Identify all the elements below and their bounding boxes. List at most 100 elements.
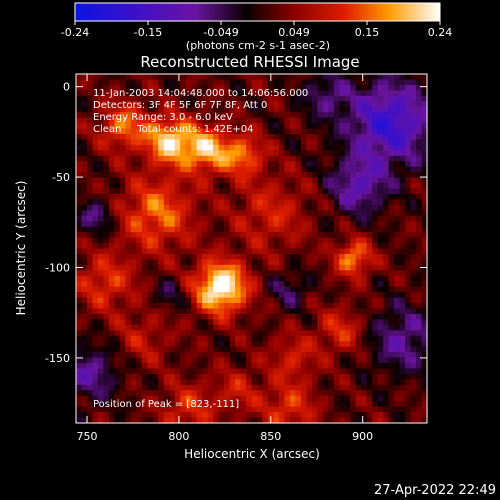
heatmap-cell: [344, 303, 351, 310]
heatmap-cell: [213, 123, 220, 130]
heatmap-cell: [81, 90, 88, 97]
heatmap-cell: [377, 286, 384, 293]
heatmap-cell: [81, 330, 88, 337]
heatmap-cell: [322, 193, 329, 201]
heatmap-cell: [377, 292, 384, 299]
heatmap-cell: [251, 215, 258, 222]
heatmap-cell: [377, 319, 384, 326]
heatmap-cell: [185, 368, 192, 375]
heatmap-cell: [262, 199, 269, 206]
heatmap-cell: [410, 297, 417, 304]
heatmap-cell: [97, 324, 105, 331]
heatmap-cell: [196, 281, 203, 288]
heatmap-cell: [311, 346, 318, 353]
heatmap-cell: [76, 123, 83, 130]
heatmap-cell: [174, 357, 181, 364]
heatmap-cell: [213, 177, 220, 184]
heatmap-cell: [361, 259, 368, 266]
heatmap-cell: [251, 74, 258, 81]
heatmap-cell: [350, 264, 357, 271]
heatmap-cell: [410, 117, 417, 124]
heatmap-cell: [141, 188, 148, 195]
heatmap-cell: [267, 112, 275, 119]
heatmap-cell: [158, 308, 165, 315]
heatmap-cell: [289, 215, 296, 222]
heatmap-cell: [207, 264, 214, 271]
heatmap-cell: [273, 357, 280, 364]
heatmap-cell: [152, 95, 159, 102]
heatmap-cell: [344, 177, 351, 184]
heatmap-cell: [224, 128, 231, 135]
heatmap-cell: [317, 139, 324, 146]
heatmap-cell: [361, 384, 368, 391]
colorbar-tick-label: 0.049: [278, 26, 310, 39]
heatmap-cell: [86, 221, 94, 228]
heatmap-cell: [278, 270, 285, 277]
heatmap-cell: [235, 292, 242, 299]
heatmap-cell: [180, 373, 187, 380]
heatmap-cell: [224, 363, 231, 370]
heatmap-cell: [317, 204, 324, 211]
heatmap-cell: [405, 363, 412, 370]
heatmap-cell: [76, 101, 83, 108]
heatmap-cell: [383, 144, 390, 151]
heatmap-cell: [339, 379, 346, 386]
heatmap-cell: [372, 297, 379, 304]
heatmap-cell: [114, 172, 121, 179]
heatmap-cell: [246, 166, 253, 173]
heatmap-cell: [322, 204, 329, 211]
heatmap-cell: [383, 412, 390, 419]
heatmap-cell: [97, 373, 105, 380]
heatmap-cell: [405, 133, 412, 141]
heatmap-cell: [202, 401, 209, 408]
heatmap-cell: [130, 341, 137, 348]
heatmap-cell: [311, 84, 318, 91]
heatmap-cell: [191, 319, 198, 326]
heatmap-cell: [81, 117, 88, 124]
heatmap-cell: [361, 117, 368, 124]
heatmap-cell: [76, 335, 83, 342]
heatmap-cell: [295, 401, 302, 408]
heatmap-cell: [191, 303, 198, 310]
heatmap-cell: [394, 335, 401, 342]
heatmap-cell: [416, 297, 423, 304]
heatmap-cell: [388, 253, 395, 260]
heatmap-cell: [289, 106, 296, 113]
heatmap-cell: [251, 123, 258, 130]
heatmap-cell: [136, 123, 143, 130]
heatmap-cell: [180, 259, 187, 266]
heatmap-cell: [317, 144, 324, 151]
heatmap-cell: [229, 84, 236, 91]
heatmap-cell: [141, 155, 148, 162]
heatmap-cell: [251, 237, 258, 244]
heatmap-cell: [251, 144, 258, 151]
heatmap-cell: [284, 128, 291, 135]
heatmap-cell: [355, 341, 362, 348]
heatmap-cell: [136, 308, 143, 315]
heatmap-cell: [76, 204, 83, 211]
heatmap-cell: [174, 117, 181, 124]
heatmap-cell: [108, 172, 115, 179]
heatmap-cell: [97, 79, 105, 86]
heatmap-cell: [322, 139, 329, 146]
heatmap-cell: [92, 74, 99, 81]
heatmap-cell: [86, 248, 94, 255]
heatmap-cell: [141, 346, 148, 353]
heatmap-cell: [273, 237, 280, 244]
heatmap-cell: [410, 95, 417, 102]
heatmap-cell: [284, 281, 291, 288]
heatmap-cell: [202, 79, 209, 86]
heatmap-cell: [289, 237, 296, 244]
heatmap-cell: [81, 166, 88, 173]
heatmap-cell: [169, 384, 176, 391]
heatmap-cell: [108, 210, 115, 217]
heatmap-cell: [202, 74, 209, 81]
heatmap-cell: [350, 106, 357, 113]
heatmap-cell: [399, 193, 406, 201]
heatmap-cell: [333, 330, 340, 337]
heatmap-cell: [130, 106, 137, 113]
heatmap-cell: [267, 373, 275, 380]
heatmap-cell: [399, 133, 406, 141]
heatmap-cell: [421, 74, 428, 81]
heatmap-cell: [185, 297, 192, 304]
